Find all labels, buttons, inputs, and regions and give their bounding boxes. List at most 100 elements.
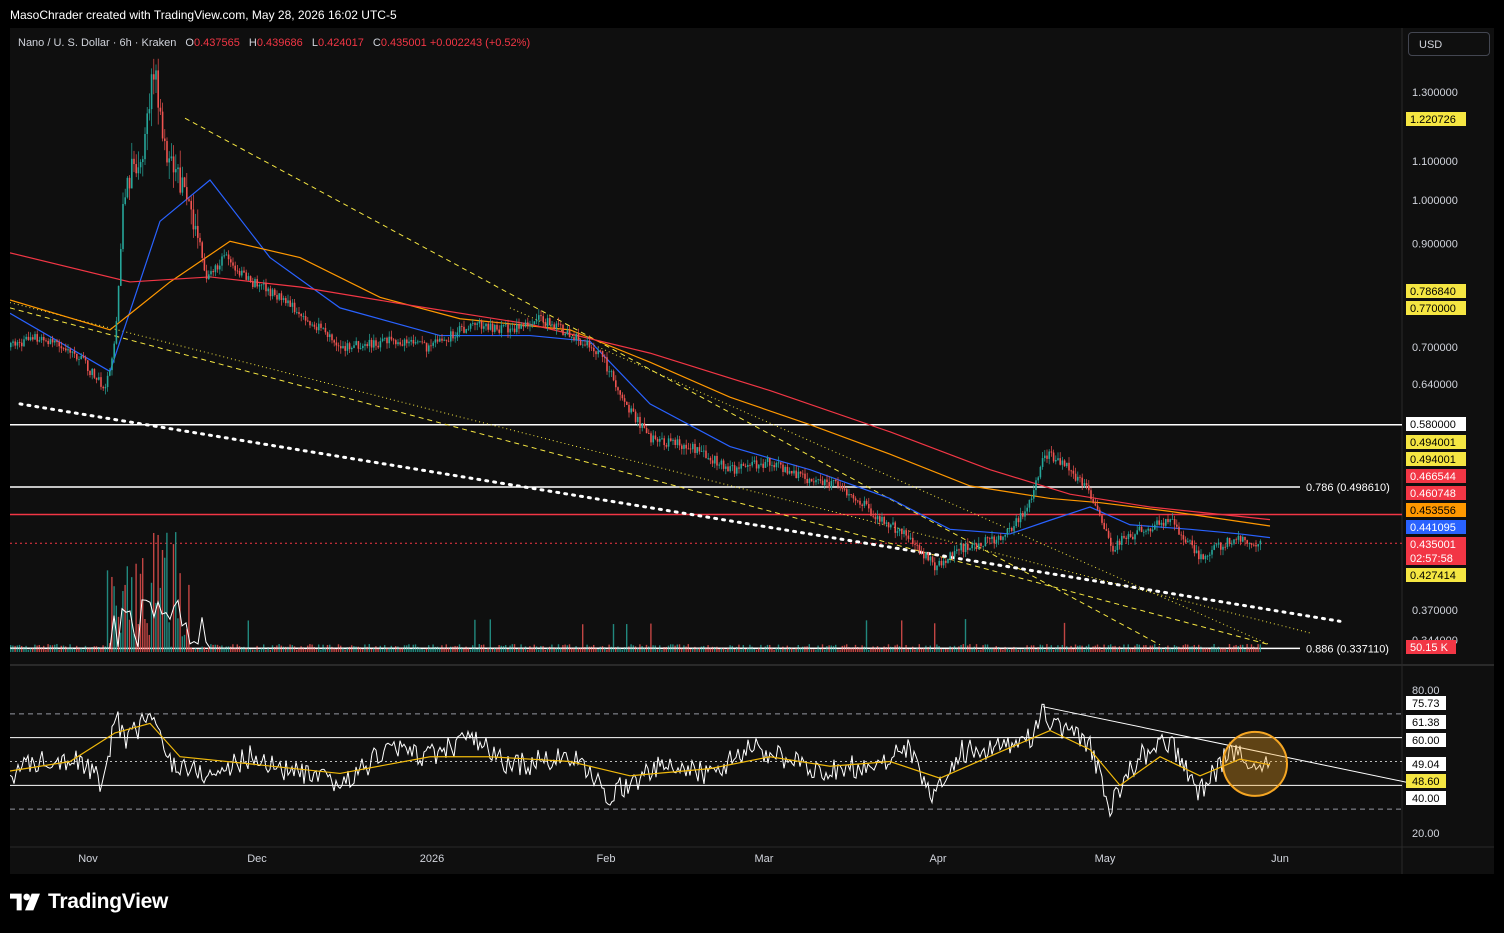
candle-body xyxy=(1028,499,1031,508)
candle-body xyxy=(430,345,432,347)
currency-button[interactable]: USD xyxy=(1408,32,1490,56)
volume-bar xyxy=(883,646,885,652)
candle-body xyxy=(1022,513,1024,517)
rsi-value-label: 60.00 xyxy=(1412,735,1440,747)
candle-body xyxy=(714,455,716,464)
volume-bar xyxy=(1215,648,1217,652)
open-value: 0.437565 xyxy=(193,37,240,49)
volume-bar xyxy=(815,649,817,652)
volume-bar xyxy=(252,649,254,652)
candle-body xyxy=(276,295,278,300)
candle-body xyxy=(285,298,287,304)
chart-panel[interactable]: Nov Dec 2026 Feb Mar Apr May Jun 1.300000 1.10000… xyxy=(10,28,1494,874)
volume-bar xyxy=(421,649,423,652)
candle-body xyxy=(252,281,254,287)
candle-body xyxy=(351,347,353,350)
candle-body xyxy=(148,109,151,114)
volume-bar xyxy=(40,647,43,652)
price-label-bg xyxy=(1406,568,1466,582)
candle-body xyxy=(1222,546,1224,550)
candle-body xyxy=(249,276,252,282)
price-label-bg xyxy=(1406,520,1466,534)
candle-body xyxy=(892,522,894,525)
volume-bar xyxy=(722,647,725,652)
candle-body xyxy=(366,344,368,347)
candle-body xyxy=(1070,470,1072,472)
candle-body xyxy=(918,545,921,551)
candle-body xyxy=(991,536,993,539)
volume-bar xyxy=(51,645,54,652)
candle-body xyxy=(1017,518,1020,523)
candle-body xyxy=(203,257,206,271)
candle-body xyxy=(170,156,173,159)
candle-body xyxy=(208,274,210,279)
candle-body xyxy=(606,357,608,372)
candle-body xyxy=(1099,509,1101,516)
candle-body xyxy=(331,334,333,341)
volume-bar xyxy=(340,645,342,652)
volume-bar xyxy=(78,647,80,652)
volume-bar xyxy=(298,647,300,652)
candle-body xyxy=(1237,535,1240,540)
candle-body xyxy=(1143,531,1145,533)
candle-body xyxy=(628,404,630,413)
candle-body xyxy=(1035,480,1037,491)
candle-body xyxy=(740,463,742,469)
moving-average-orange xyxy=(10,240,1271,527)
volume-bar xyxy=(931,649,934,652)
volume-bar xyxy=(848,647,850,652)
candle-body xyxy=(122,204,124,250)
volume-bar xyxy=(850,648,852,652)
volume-bar xyxy=(964,619,967,652)
volume-bar xyxy=(507,648,509,652)
volume-bar xyxy=(841,645,843,652)
price-label-bg xyxy=(1406,284,1466,298)
volume-bar xyxy=(989,647,991,652)
candle-body xyxy=(929,556,932,561)
volume-bar xyxy=(98,647,100,652)
price-label: 0.427414 xyxy=(1410,570,1456,582)
candle-body xyxy=(782,464,784,472)
candle-body xyxy=(146,113,148,134)
chart-canvas[interactable]: Nov Dec 2026 Feb Mar Apr May Jun 1.300000 1.10000… xyxy=(10,28,1494,874)
candle-body xyxy=(210,271,212,275)
volume-bar xyxy=(832,645,835,652)
volume-bar xyxy=(714,646,716,652)
candle-body xyxy=(835,479,837,482)
volume-bar xyxy=(1171,649,1173,652)
candle-body xyxy=(518,324,520,329)
candle-body xyxy=(843,488,846,490)
candle-body xyxy=(353,345,355,348)
volume-bar xyxy=(674,645,676,652)
volume-bar xyxy=(498,645,500,652)
candle-body xyxy=(703,450,705,452)
candle-body xyxy=(615,380,617,388)
candle-body xyxy=(1125,537,1127,539)
candle-body xyxy=(546,318,549,327)
candle-body xyxy=(698,447,701,452)
candle-body xyxy=(10,342,12,348)
volume-bar xyxy=(1220,647,1222,652)
volume-bar xyxy=(540,645,542,652)
volume-bar xyxy=(597,648,599,652)
candle-body xyxy=(920,550,923,552)
volume-bar xyxy=(443,647,445,652)
candle-body xyxy=(645,427,648,434)
volume-bar xyxy=(1176,646,1178,652)
volume-bar xyxy=(1085,645,1088,652)
candle-body xyxy=(806,478,808,484)
candle-body xyxy=(300,313,302,317)
volume-bar xyxy=(1121,649,1123,652)
volume-bar xyxy=(186,629,188,652)
candle-body xyxy=(1193,545,1196,554)
candle-body xyxy=(144,133,146,160)
candle-body xyxy=(773,465,775,468)
candle-body xyxy=(795,470,797,479)
volume-bar xyxy=(610,646,612,652)
volume-bar xyxy=(612,624,615,652)
volume-bar xyxy=(23,647,25,652)
volume-bar xyxy=(560,648,562,652)
candle-body xyxy=(1090,490,1092,500)
candle-body xyxy=(168,158,170,163)
candle-body xyxy=(120,249,122,286)
